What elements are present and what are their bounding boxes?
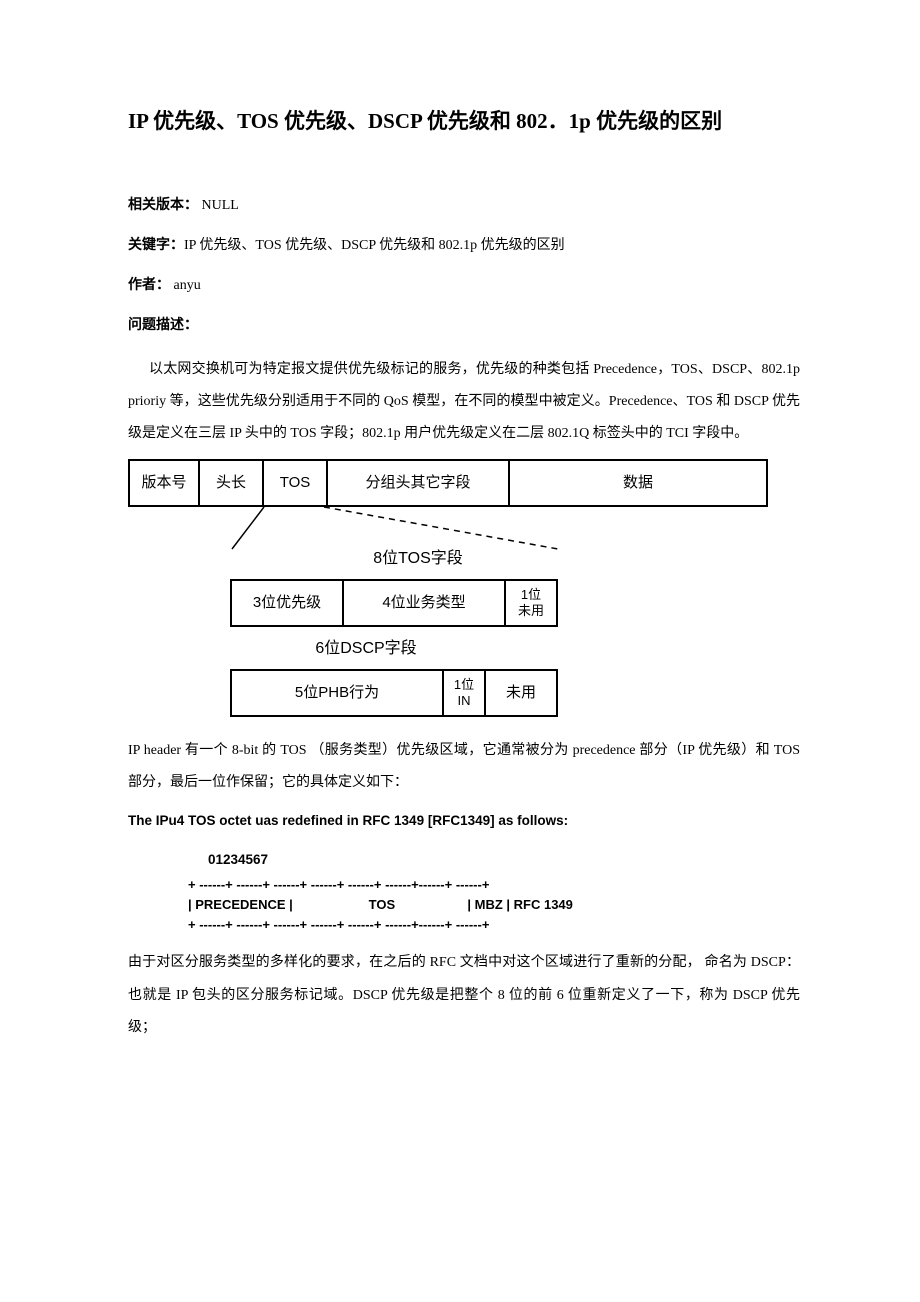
cell-1bit-unused: 1位未用 xyxy=(506,581,556,625)
meta-author-value: anyu xyxy=(174,278,201,293)
caption-8bit-tos: 8位TOS字段 xyxy=(98,543,738,575)
rfc1349-title: The IPu4 TOS octet uas redefined in RFC … xyxy=(128,807,800,834)
tos-diagram: 版本号 头长 TOS 分组头其它字段 数据 8位TOS字段 3位优先级 4位业务… xyxy=(128,459,768,717)
dscp-breakdown-row: 5位PHB行为 1位IN 未用 xyxy=(230,669,558,717)
ascii-row: | PRECEDENCE | TOS | MBZ | RFC 1349 xyxy=(188,897,573,912)
cell-4bit-service: 4位业务类型 xyxy=(344,581,506,625)
cell-header-len: 头长 xyxy=(200,461,264,505)
diagram-connector-lines xyxy=(128,507,768,547)
cell-1bit-in: 1位IN xyxy=(444,671,486,715)
ascii-border-top: + ------+ ------+ ------+ ------+ ------… xyxy=(188,877,489,892)
tos-breakdown-row: 3位优先级 4位业务类型 1位未用 xyxy=(230,579,558,627)
cell-other-fields: 分组头其它字段 xyxy=(328,461,510,505)
ip-header-row: 版本号 头长 TOS 分组头其它字段 数据 xyxy=(128,459,768,507)
meta-version-value: NULL xyxy=(202,198,239,213)
meta-keywords: 关键字：IP 优先级、TOS 优先级、DSCP 优先级和 802.1p 优先级的… xyxy=(128,232,800,260)
caption-6bit-dscp: 6位DSCP字段 xyxy=(230,633,502,665)
meta-version: 相关版本： NULL xyxy=(128,192,800,220)
meta-author: 作者： anyu xyxy=(128,272,800,300)
ascii-bits: 01234567 xyxy=(208,846,800,873)
section-problem-desc: 问题描述： xyxy=(128,312,800,340)
page-title: IP 优先级、TOS 优先级、DSCP 优先级和 802．1p 优先级的区别 xyxy=(128,100,800,142)
meta-author-label: 作者： xyxy=(128,278,170,293)
meta-keywords-label: 关键字： xyxy=(128,238,184,253)
cell-data: 数据 xyxy=(510,461,766,505)
meta-version-label: 相关版本： xyxy=(128,198,198,213)
cell-version: 版本号 xyxy=(130,461,200,505)
ascii-diagram: + ------+ ------+ ------+ ------+ ------… xyxy=(188,875,800,935)
cell-5bit-phb: 5位PHB行为 xyxy=(232,671,444,715)
meta-keywords-value: IP 优先级、TOS 优先级、DSCP 优先级和 802.1p 优先级的区别 xyxy=(184,238,565,253)
cell-unused: 未用 xyxy=(486,671,556,715)
ascii-border-bottom: + ------+ ------+ ------+ ------+ ------… xyxy=(188,917,489,932)
cell-tos: TOS xyxy=(264,461,328,505)
cell-3bit-precedence: 3位优先级 xyxy=(232,581,344,625)
paragraph-3: 由于对区分服务类型的多样化的要求，在之后的 RFC 文档中对这个区域进行了重新的… xyxy=(128,947,800,1044)
paragraph-2: IP header 有一个 8-bit 的 TOS （服务类型）优先级区域，它通… xyxy=(128,735,800,799)
document-page: IP 优先级、TOS 优先级、DSCP 优先级和 802．1p 优先级的区别 相… xyxy=(0,0,920,1250)
paragraph-1: 以太网交换机可为特定报文提供优先级标记的服务，优先级的种类包括 Preceden… xyxy=(128,354,800,451)
